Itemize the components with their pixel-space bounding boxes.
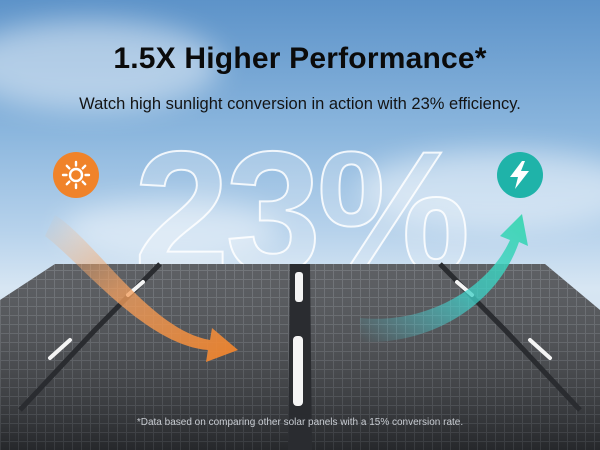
cloud — [360, 150, 600, 230]
cloud — [60, 200, 280, 260]
sunlight-input-arrow — [45, 215, 238, 362]
cloud — [0, 20, 220, 110]
lightning-bolt-icon — [510, 161, 529, 189]
lightning-badge — [497, 152, 543, 198]
headline: 1.5X Higher Performance* — [113, 42, 487, 75]
sun-badge — [53, 152, 99, 198]
energy-output-arrow — [360, 214, 528, 343]
subheadline: Watch high sunlight conversion in action… — [79, 95, 521, 113]
footnote: *Data based on comparing other solar pan… — [136, 417, 464, 428]
sun-icon — [61, 160, 91, 190]
